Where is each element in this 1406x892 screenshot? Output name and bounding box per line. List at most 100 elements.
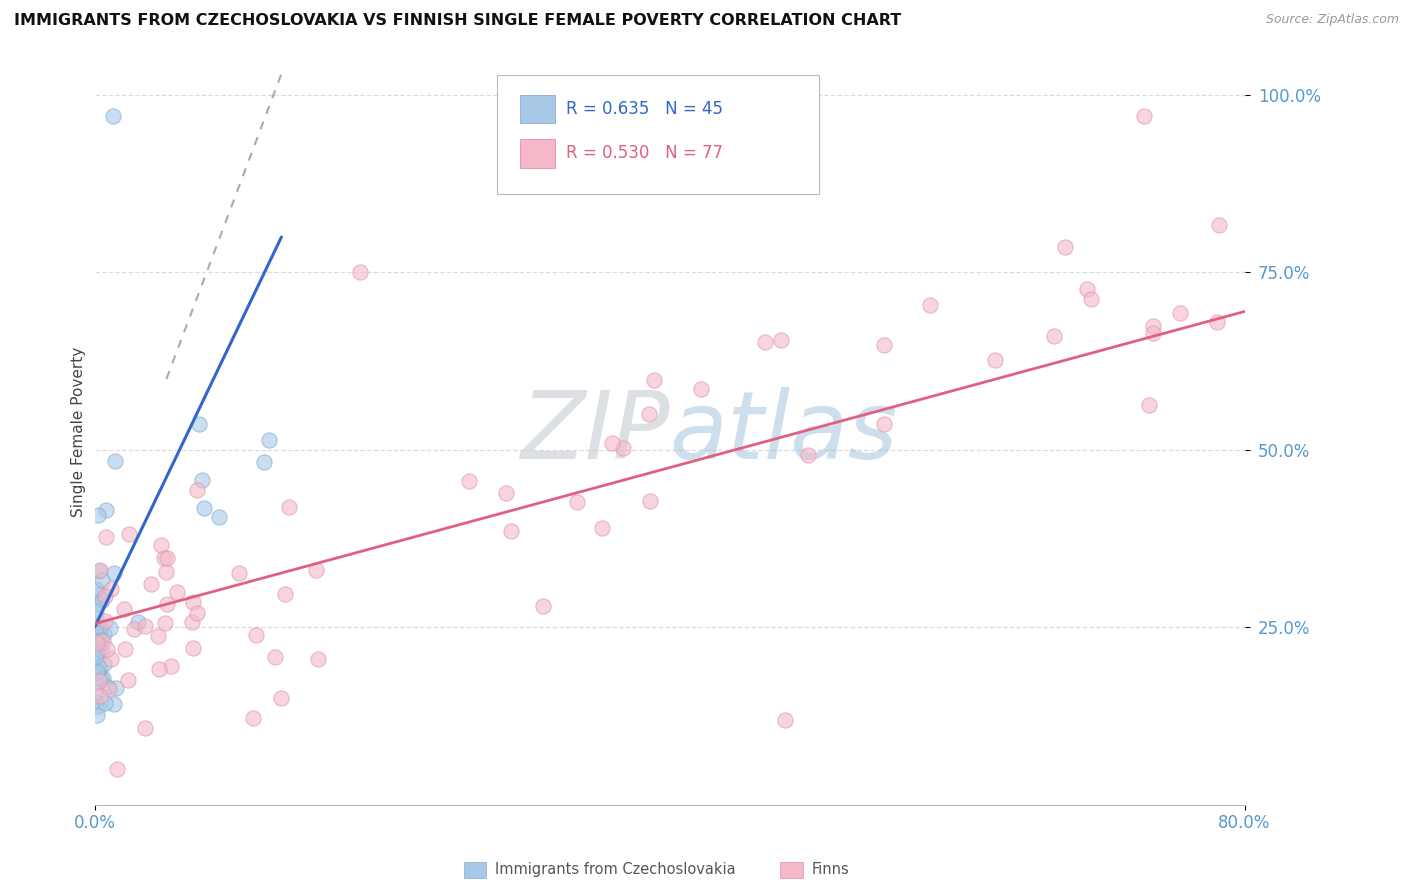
Point <box>84 684 107 698</box>
Point <box>84 649 107 664</box>
Point <box>457 474 479 488</box>
Point <box>93 627 115 641</box>
Text: R = 0.635   N = 45: R = 0.635 N = 45 <box>567 100 723 118</box>
Point <box>94 615 117 629</box>
Point <box>873 338 896 352</box>
Point <box>501 524 523 538</box>
Point <box>754 334 776 349</box>
Point <box>97 680 120 694</box>
Point <box>103 697 125 711</box>
Point <box>124 622 146 636</box>
Point <box>87 625 110 640</box>
Point <box>495 485 517 500</box>
Point <box>87 597 110 611</box>
Point <box>193 501 215 516</box>
Point <box>1076 282 1098 296</box>
Point <box>1042 329 1064 343</box>
Point <box>228 566 250 580</box>
Point <box>84 694 107 708</box>
Point <box>93 634 115 648</box>
Point <box>245 627 267 641</box>
Point <box>89 689 111 703</box>
Point <box>86 665 108 680</box>
Point <box>186 483 208 497</box>
Point <box>208 509 231 524</box>
Text: IMMIGRANTS FROM CZECHOSLOVAKIA VS FINNISH SINGLE FEMALE POVERTY CORRELATION CHAR: IMMIGRANTS FROM CZECHOSLOVAKIA VS FINNIS… <box>14 13 901 29</box>
Point <box>87 660 110 674</box>
Point <box>94 696 117 710</box>
Point <box>84 611 107 625</box>
Point <box>98 681 121 696</box>
Point <box>150 537 173 551</box>
Point <box>273 587 295 601</box>
Point <box>91 671 114 685</box>
Point <box>90 620 112 634</box>
Point <box>87 564 110 578</box>
Point <box>638 494 661 508</box>
Point <box>612 441 634 455</box>
Text: Immigrants from Czechoslovakia: Immigrants from Czechoslovakia <box>495 863 735 877</box>
Point <box>105 762 128 776</box>
Point <box>146 629 169 643</box>
Point <box>770 333 793 347</box>
Point <box>181 595 204 609</box>
Point <box>1142 318 1164 333</box>
Point <box>89 625 111 640</box>
Point <box>159 659 181 673</box>
Point <box>155 565 177 579</box>
Point <box>93 590 115 604</box>
Point <box>257 434 280 448</box>
Point <box>134 722 156 736</box>
Point <box>873 417 896 432</box>
Point <box>773 713 796 727</box>
Point <box>264 650 287 665</box>
Point <box>156 551 179 566</box>
Point <box>188 417 211 432</box>
Point <box>117 673 139 687</box>
Point <box>591 520 613 534</box>
Point <box>181 641 204 656</box>
Point <box>1142 326 1164 341</box>
Point <box>1080 292 1102 306</box>
Point <box>152 551 174 566</box>
Point <box>90 633 112 648</box>
Point <box>86 708 108 723</box>
Point <box>270 691 292 706</box>
Point <box>920 298 942 312</box>
Point <box>114 642 136 657</box>
Point <box>1133 109 1156 123</box>
Point <box>100 652 122 666</box>
Point <box>98 621 121 635</box>
Point <box>1205 314 1227 328</box>
Point <box>100 582 122 597</box>
Text: Finns: Finns <box>811 863 849 877</box>
Point <box>242 711 264 725</box>
Point <box>1137 398 1160 412</box>
Point <box>112 602 135 616</box>
Point <box>105 681 128 696</box>
FancyBboxPatch shape <box>498 75 820 194</box>
Point <box>89 637 111 651</box>
Point <box>141 577 163 591</box>
Point <box>91 573 114 587</box>
Point <box>166 585 188 599</box>
Text: Source: ZipAtlas.com: Source: ZipAtlas.com <box>1265 13 1399 27</box>
Point <box>307 652 329 666</box>
Point <box>118 527 141 541</box>
Point <box>181 615 204 630</box>
Point <box>90 592 112 607</box>
Point <box>96 503 118 517</box>
Point <box>984 352 1007 367</box>
Point <box>103 566 125 580</box>
Point <box>87 664 110 678</box>
Point <box>531 599 554 613</box>
Point <box>565 495 588 509</box>
Point <box>86 699 108 714</box>
Point <box>89 564 111 578</box>
Point <box>127 615 149 629</box>
Point <box>797 448 820 462</box>
Point <box>637 407 659 421</box>
Point <box>86 645 108 659</box>
Point <box>89 586 111 600</box>
Point <box>600 436 623 450</box>
